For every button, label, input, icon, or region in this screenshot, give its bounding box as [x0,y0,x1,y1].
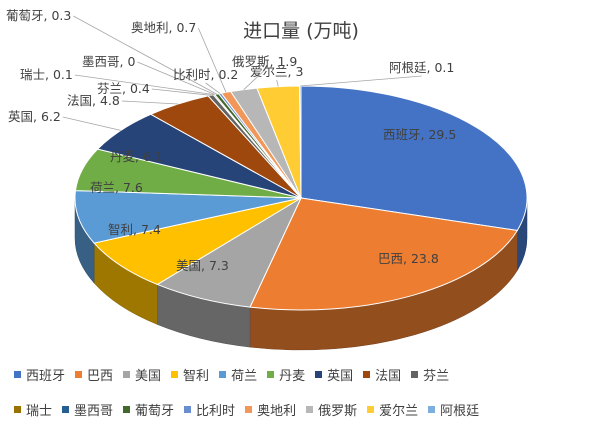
legend-swatch [315,371,323,378]
data-label-英国: 英国, 6.2 [8,109,61,124]
legend-swatch [367,406,375,413]
chart-title: 进口量 (万吨) [243,20,359,42]
legend-label: 丹麦 [279,369,306,384]
legend-label: 荷兰 [231,369,258,384]
data-label-芬兰: 芬兰, 0.4 [97,81,150,96]
legend-row: 瑞士 墨西哥 葡萄牙 比利时 奥地利 俄罗斯 爱尔兰 阿根廷 [14,400,489,419]
legend-label: 比利时 [196,404,236,419]
legend-label: 葡萄牙 [135,404,175,419]
legend-swatch [245,406,253,413]
leader-lines [62,15,422,131]
pie-slice-巴西 [249,197,519,311]
pie-slice-荷兰 [74,190,302,244]
data-label-荷兰: 荷兰, 7.6 [90,180,143,195]
legend-entry-爱尔兰: 爱尔兰 [367,400,418,419]
legend-entry-比利时: 比利时 [184,400,235,419]
legend-swatch [14,406,21,413]
legend-swatch [14,371,21,378]
data-label-丹麦: 丹麦, 6.1 [110,149,163,164]
leader-line-葡萄牙 [73,15,217,95]
legend-entry-俄罗斯: 俄罗斯 [306,400,357,419]
data-label-瑞士: 瑞士, 0.1 [20,67,73,82]
legend-swatch [411,371,419,378]
legend-label: 奥地利 [257,404,297,419]
pie-slice-西班牙 [300,85,528,231]
pie-slice-美国 [156,196,303,308]
legend-swatch [267,371,275,378]
legend-entry-葡萄牙: 葡萄牙 [123,400,174,419]
legend-swatch [123,371,131,378]
pie-slice-智利 [93,197,302,286]
legend-entry-荷兰: 荷兰 [219,365,257,384]
data-label-美国: 美国, 7.3 [176,258,229,273]
legend-entry-瑞士: 瑞士 [14,400,52,419]
data-label-巴西: 巴西, 23.8 [378,251,439,266]
leader-line-法国 [121,100,179,105]
data-label-俄罗斯: 俄罗斯, 1.9 [232,54,297,69]
legend-label: 巴西 [87,369,114,384]
legend-label: 西班牙 [26,369,66,384]
legend-swatch [171,371,179,378]
leader-line-瑞士 [74,74,215,96]
data-labels: 西班牙, 29.5 巴西, 23.8 美国, 7.3 智利, 7.4 荷兰, 7.6 丹麦… [6,8,456,273]
legend-label: 英国 [327,369,354,384]
legend-swatch [123,406,131,413]
leader-line-比利时 [205,82,221,94]
legend-entry-墨西哥: 墨西哥 [62,400,113,419]
legend-entry-智利: 智利 [171,365,209,384]
leader-line-英国 [62,116,121,131]
legend-label: 俄罗斯 [318,404,358,419]
leader-line-俄罗斯 [243,69,265,90]
legend-swatch [62,406,70,413]
legend-label: 瑞士 [26,404,53,419]
data-label-墨西哥: 墨西哥, 0 [82,54,135,69]
data-label-葡萄牙: 葡萄牙, 0.3 [6,8,71,23]
legend-entry-阿根廷: 阿根廷 [428,400,479,419]
data-label-西班牙: 西班牙, 29.5 [383,127,456,142]
legend-label: 智利 [183,369,210,384]
legend-label: 法国 [375,369,402,384]
legend-entry-法国: 法国 [363,365,401,384]
legend-entry-英国: 英国 [315,365,353,384]
legend-entry-西班牙: 西班牙 [14,365,65,384]
legend-entry-丹麦: 丹麦 [267,365,305,384]
pie-sides [74,197,528,351]
legend-swatch [428,406,436,413]
legend-entry-巴西: 巴西 [75,365,113,384]
leader-line-墨西哥 [137,61,215,95]
data-label-阿根廷: 阿根廷, 0.1 [389,60,454,75]
data-label-奥地利: 奥地利, 0.7 [131,20,196,35]
legend-entry-奥地利: 奥地利 [245,400,296,419]
legend-entry-芬兰: 芬兰 [411,365,449,384]
data-label-法国: 法国, 4.8 [67,93,120,108]
legend-label: 阿根廷 [440,404,480,419]
legend-swatch [306,406,314,413]
leader-line-爱尔兰 [276,79,279,87]
legend-entry-美国: 美国 [123,365,161,384]
data-label-爱尔兰: 爱尔兰, 3 [250,64,303,79]
legend-label: 墨西哥 [74,404,114,419]
legend-label: 芬兰 [423,369,450,384]
data-label-智利: 智利, 7.4 [108,222,161,237]
leader-line-阿根廷 [300,75,422,87]
legend-swatch [75,371,83,378]
legend-swatch [184,406,192,413]
leader-line-奥地利 [197,27,227,93]
legend-label: 爱尔兰 [379,404,419,419]
legend-swatch [363,371,371,378]
legend-row: 西班牙 巴西 美国 智利 荷兰 丹麦 英国 法国 芬兰 [14,365,459,384]
leader-line-芬兰 [151,88,211,96]
legend-swatch [219,371,227,378]
pie-tops [74,85,528,311]
legend-label: 美国 [135,369,162,384]
data-label-比利时: 比利时, 0.2 [173,67,238,82]
